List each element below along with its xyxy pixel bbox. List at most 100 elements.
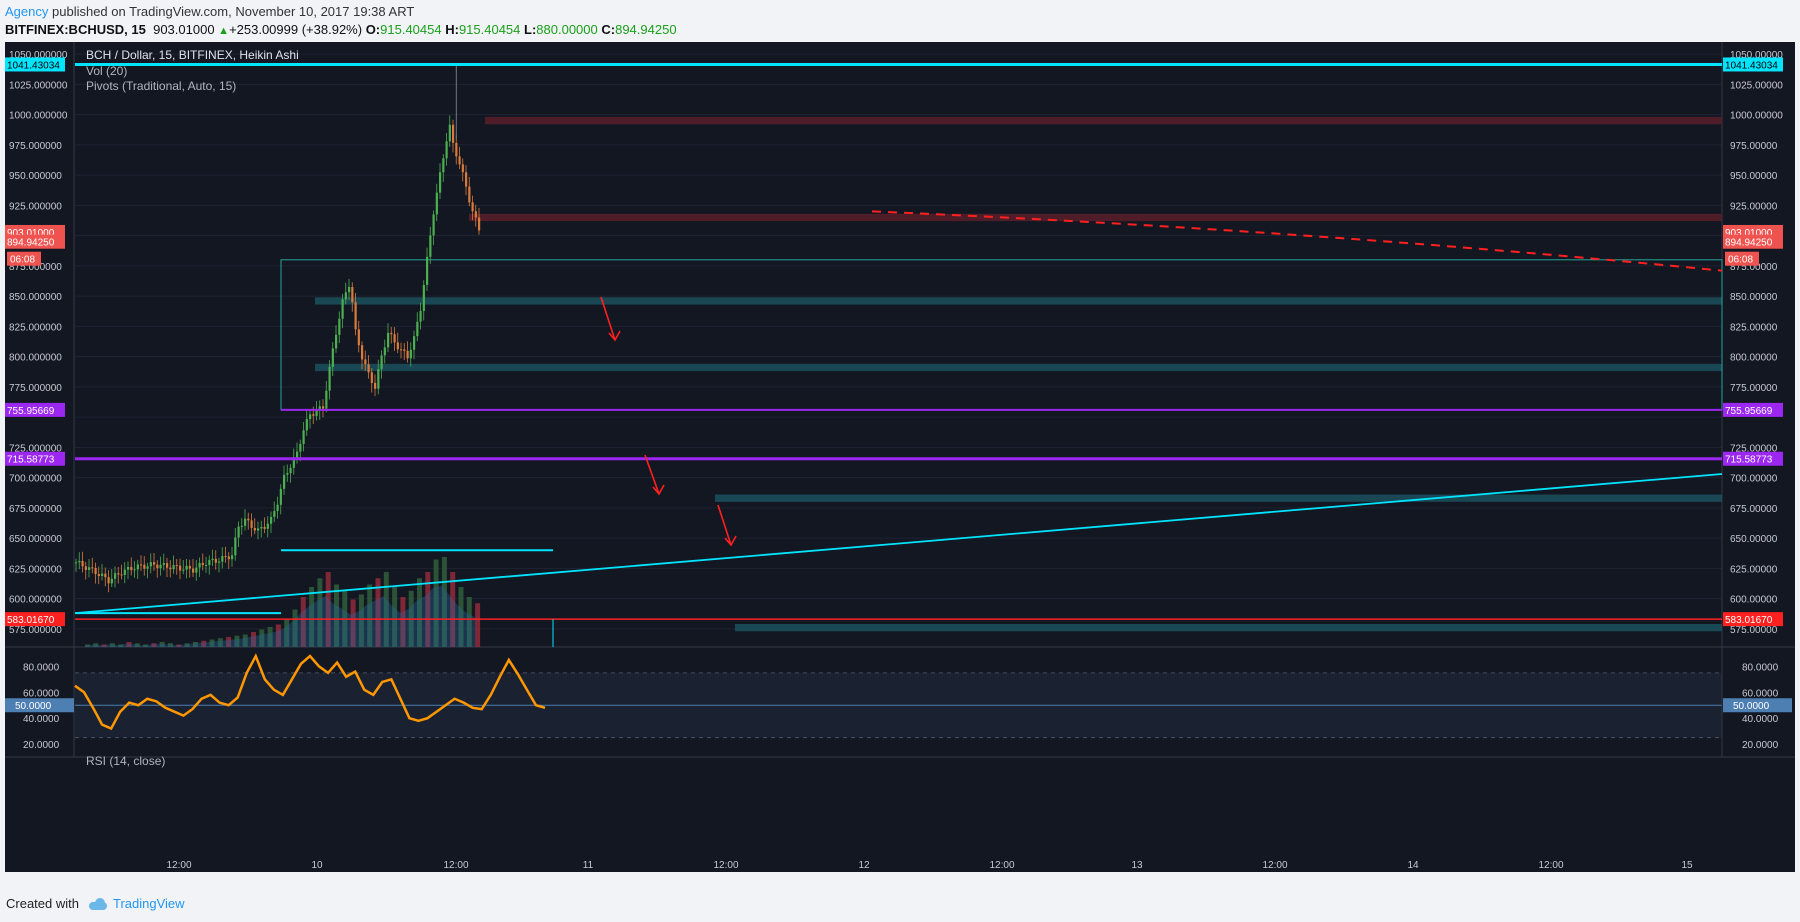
candle-body	[253, 527, 256, 531]
candle-body	[101, 573, 104, 576]
author-link[interactable]: Agency	[5, 4, 49, 19]
candle-body	[312, 414, 315, 416]
candle-body	[403, 349, 406, 351]
time-tick: 10	[311, 860, 323, 871]
candle-body	[351, 286, 354, 303]
candle-body	[296, 451, 299, 458]
price-tick-left: 1050.000000	[9, 50, 68, 61]
candle-body	[442, 158, 445, 173]
price-tick-left: 700.000000	[9, 474, 62, 485]
candle-body	[273, 510, 276, 517]
price-label-left-bg	[5, 57, 65, 72]
candle-body	[224, 555, 227, 557]
price-tick-left: 850.000000	[9, 292, 62, 303]
price-tick-right: 650.00000	[1730, 534, 1778, 545]
candle-body	[198, 562, 201, 568]
volume-bar	[259, 629, 265, 647]
volume-bar	[159, 642, 165, 647]
published-text: published on TradingView.com, November 1…	[52, 4, 415, 19]
candle-body	[179, 565, 182, 571]
candle-body	[205, 565, 208, 567]
tradingview-link[interactable]: TradingView	[87, 896, 185, 911]
volume-bar	[392, 587, 398, 647]
price-tick-right: 675.00000	[1730, 504, 1778, 515]
candle-body	[81, 560, 84, 567]
candle-body	[315, 410, 318, 416]
supply-zone	[485, 117, 1722, 125]
candle-body	[279, 488, 282, 505]
candle-body	[175, 565, 178, 567]
candle-body	[354, 302, 357, 330]
price-label-left: 06:08	[10, 255, 35, 266]
chart-title: BCH / Dollar, 15, BITFINEX, Heikin Ashi	[86, 48, 299, 62]
volume-bar	[383, 572, 389, 647]
price-label-right: 715.58773	[1725, 455, 1773, 466]
price-tick-left: 650.000000	[9, 534, 62, 545]
volume-bar	[425, 572, 431, 647]
volume-bar	[367, 584, 373, 647]
open-value: 915.40454	[380, 22, 442, 37]
price-tick-right: 850.00000	[1730, 292, 1778, 303]
candle-body	[458, 156, 461, 165]
tradingview-label: TradingView	[112, 896, 185, 911]
candle-body	[471, 202, 474, 212]
candle-body	[406, 350, 409, 359]
candle-body	[455, 142, 458, 157]
candle-body	[302, 430, 305, 444]
candle-body	[263, 526, 266, 529]
candle-body	[331, 348, 334, 367]
candle-body	[247, 518, 250, 521]
rsi-level-bg	[1723, 698, 1792, 713]
candle-body	[244, 518, 247, 526]
candle-body	[208, 560, 211, 566]
candle-body	[182, 569, 185, 571]
candle-body	[419, 310, 422, 322]
price-label-right-bg	[1723, 234, 1783, 249]
time-tick: 14	[1407, 860, 1419, 871]
chart-canvas[interactable]: 1050.000000 1025.000000 1000.000000 975.000…	[5, 42, 1795, 872]
price-tick-right: 775.00000	[1730, 383, 1778, 394]
price-label-right: 583.01670	[1725, 615, 1773, 626]
candle-body	[143, 564, 146, 569]
candle-body	[387, 332, 390, 348]
price-tick-right: 975.00000	[1730, 141, 1778, 152]
down-arrow-icon	[717, 504, 732, 546]
time-tick: 12:00	[1538, 860, 1563, 871]
volume-bar	[325, 572, 331, 647]
rsi-legend: RSI (14, close)	[86, 754, 165, 768]
volume-bar	[309, 587, 315, 647]
candle-body	[448, 124, 451, 142]
candle-body	[231, 555, 234, 560]
price-label-right-bg	[1723, 402, 1783, 417]
volume-bar	[251, 632, 256, 647]
volume-bar	[192, 642, 198, 647]
price-tick-right: 1050.00000	[1730, 50, 1783, 61]
candle-body	[257, 528, 260, 531]
price-label-left: 755.95669	[7, 406, 55, 417]
candle-body	[396, 342, 399, 350]
candle-body	[140, 564, 143, 566]
candle-body	[162, 563, 165, 565]
time-tick: 12	[858, 860, 870, 871]
drawing-lines	[74, 62, 1723, 647]
rsi-tick-left: 20.0000	[23, 740, 60, 751]
candle-body	[227, 556, 230, 560]
price-label-right-bg	[1723, 612, 1783, 627]
candle-body	[110, 578, 113, 584]
candle-body	[400, 349, 403, 351]
candle-body	[429, 235, 432, 257]
price-label-right: 894.94250	[1725, 238, 1773, 249]
volume-bar	[275, 624, 281, 647]
candle-body	[348, 286, 351, 293]
candles-layer	[75, 64, 481, 593]
candle-body	[361, 345, 364, 360]
price-label-left-bg	[5, 234, 65, 249]
candle-body	[221, 555, 224, 562]
volume-bar	[209, 639, 215, 647]
candle-body	[250, 520, 253, 528]
open-label: O:	[365, 22, 381, 37]
candle-body	[325, 390, 328, 409]
candle-body	[357, 329, 360, 346]
candle-body	[393, 334, 396, 343]
price-tick-right: 1025.00000	[1730, 80, 1783, 91]
